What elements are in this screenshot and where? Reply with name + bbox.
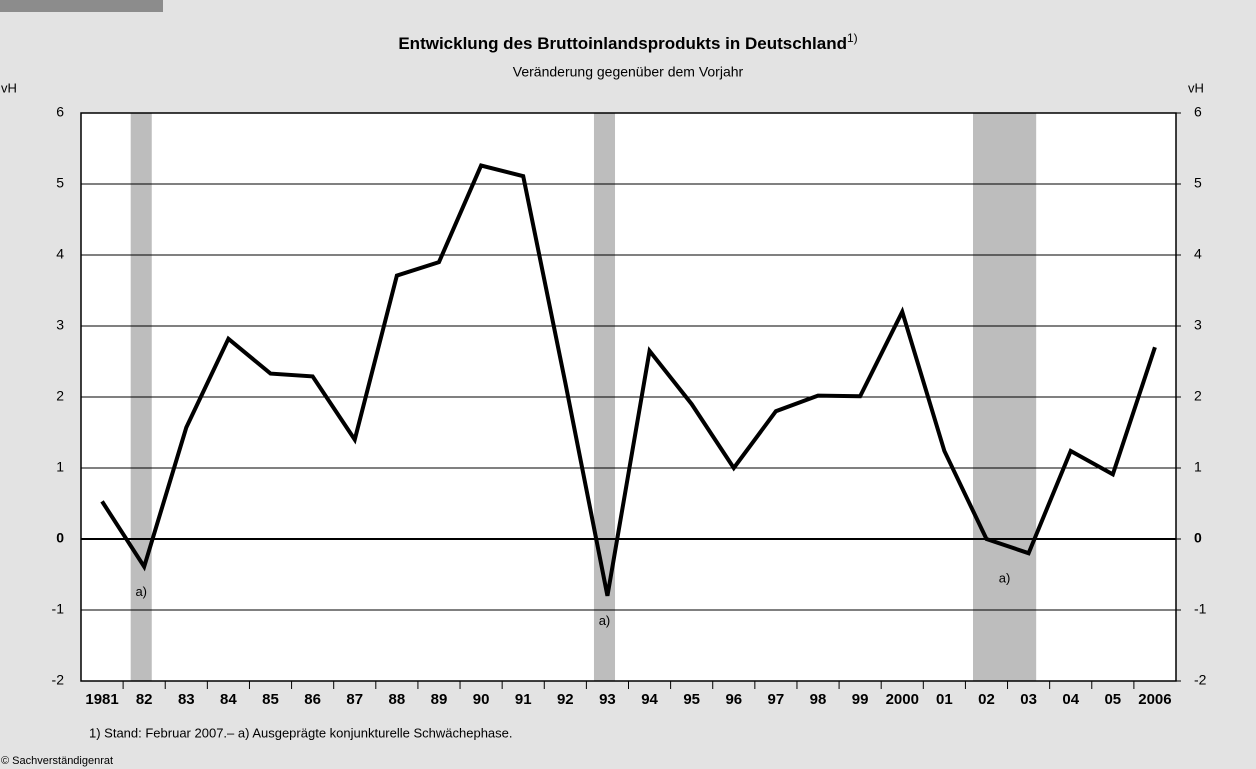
title-text: Entwicklung des Bruttoinlandsprodukts in… — [398, 34, 847, 53]
x-tick-label: 90 — [473, 691, 490, 708]
y-tick-label: -2 — [52, 672, 65, 688]
x-tick-label: 95 — [683, 691, 700, 708]
x-tick-label: 85 — [262, 691, 279, 708]
title-note: 1) — [847, 31, 858, 45]
x-tick-label: 98 — [810, 691, 827, 708]
footnote: 1) Stand: Februar 2007.– a) Ausgeprägte … — [89, 725, 513, 740]
x-tick-label: 03 — [1020, 691, 1037, 708]
y2-tick-label: 3 — [1194, 317, 1202, 333]
chart-title: Entwicklung des Bruttoinlandsprodukts in… — [398, 31, 857, 53]
x-tick-label: 01 — [936, 691, 953, 708]
x-tick-label: 99 — [852, 691, 869, 708]
y-tick-label: 6 — [56, 104, 64, 120]
x-tick-label: 82 — [136, 691, 153, 708]
x-tick-label: 1981 — [85, 691, 118, 708]
source: © Sachverständigenrat — [1, 755, 113, 767]
x-tick-label: 02 — [978, 691, 995, 708]
marks — [100, 163, 1157, 597]
x-tick-label: 91 — [515, 691, 532, 708]
y2-tick-label: -1 — [1194, 601, 1207, 617]
x-tick-label: 92 — [557, 691, 574, 708]
x-tick-label: 2000 — [886, 691, 919, 708]
data-line — [100, 163, 1157, 597]
x-tick-label: 05 — [1104, 691, 1121, 708]
y2-tick-label: 2 — [1194, 388, 1202, 404]
x-tick-label: 96 — [725, 691, 742, 708]
highlight-label: a) — [999, 571, 1011, 586]
x-tick-label: 94 — [641, 691, 658, 708]
y2-tick-label: 1 — [1194, 459, 1202, 475]
y2-axis-label: vH — [1188, 80, 1204, 95]
header-tab — [0, 0, 163, 12]
x-tick-label: 83 — [178, 691, 195, 708]
y2-tick-label: 5 — [1194, 175, 1202, 191]
x-tick-label: 84 — [220, 691, 237, 708]
y-axis-label: vH — [1, 80, 17, 95]
y-tick-label: 5 — [56, 175, 64, 191]
y-tick-label: 2 — [56, 388, 64, 404]
x-tick-label: 97 — [768, 691, 785, 708]
y2-tick-label: 6 — [1194, 104, 1202, 120]
y-tick-label: 4 — [56, 246, 64, 262]
highlight-label: a) — [135, 584, 147, 599]
y-tick-label: 0 — [56, 530, 64, 546]
subtitle: Veränderung gegenüber dem Vorjahr — [513, 64, 744, 80]
x-tick-label: 89 — [431, 691, 448, 708]
x-tick-label: 87 — [346, 691, 363, 708]
x-tick-label: 88 — [389, 691, 406, 708]
y-tick-label: 3 — [56, 317, 64, 333]
y-tick-label: 1 — [56, 459, 64, 475]
x-tick-label: 2006 — [1138, 691, 1171, 708]
y2-tick-label: 4 — [1194, 246, 1202, 262]
x-tick-label: 93 — [599, 691, 616, 708]
y2-tick-label: 0 — [1194, 530, 1202, 546]
x-tick-label: 86 — [304, 691, 321, 708]
y2-tick-label: -2 — [1194, 672, 1207, 688]
highlight-label: a) — [599, 613, 611, 628]
x-tick-label: 04 — [1062, 691, 1079, 708]
y-tick-label: -1 — [52, 601, 65, 617]
